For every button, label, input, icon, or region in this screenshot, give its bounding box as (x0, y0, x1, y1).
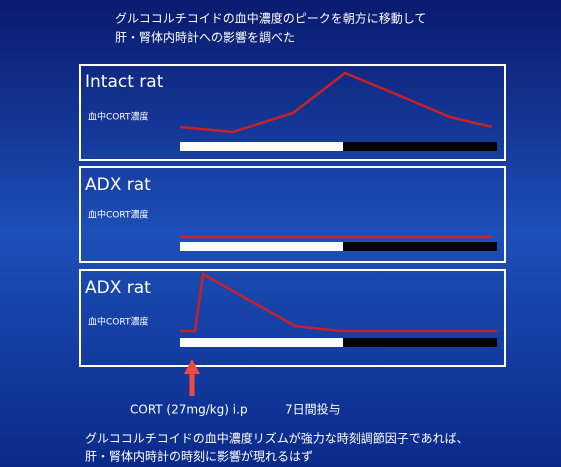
footer-line: グルココルチコイドの血中濃度リズムが強力な時刻調節因子であれば、 (85, 431, 469, 446)
y-label: 血中CORT濃度 (88, 209, 148, 221)
y-label: 血中CORT濃度 (88, 111, 148, 123)
y-label: 血中CORT濃度 (88, 316, 148, 328)
panel-title: ADX rat (85, 175, 151, 195)
footer-line: 肝・腎体内時計の時刻に影響が現れるはず (85, 449, 313, 464)
panel-box (79, 64, 506, 161)
panel-box (79, 166, 506, 263)
dark-period (343, 338, 497, 347)
cort-curve (180, 272, 497, 333)
dark-period (343, 142, 497, 151)
light-period (180, 142, 343, 151)
injection-arrowhead (184, 359, 200, 374)
panel-title: ADX rat (85, 278, 151, 298)
panel-title: Intact rat (85, 72, 164, 92)
light-period (180, 242, 343, 251)
duration-label: 7日間投与 (285, 402, 341, 417)
cort-curve (179, 71, 493, 134)
light-period (180, 338, 343, 347)
panel-box (79, 269, 506, 367)
header-line: グルココルチコイドの血中濃度のピークを朝方に移動して (115, 11, 426, 26)
dark-period (343, 242, 497, 251)
dose-label: CORT (27mg/kg) i.p (130, 403, 248, 417)
header-line: 肝・腎体内時計への影響を調べた (115, 30, 295, 45)
